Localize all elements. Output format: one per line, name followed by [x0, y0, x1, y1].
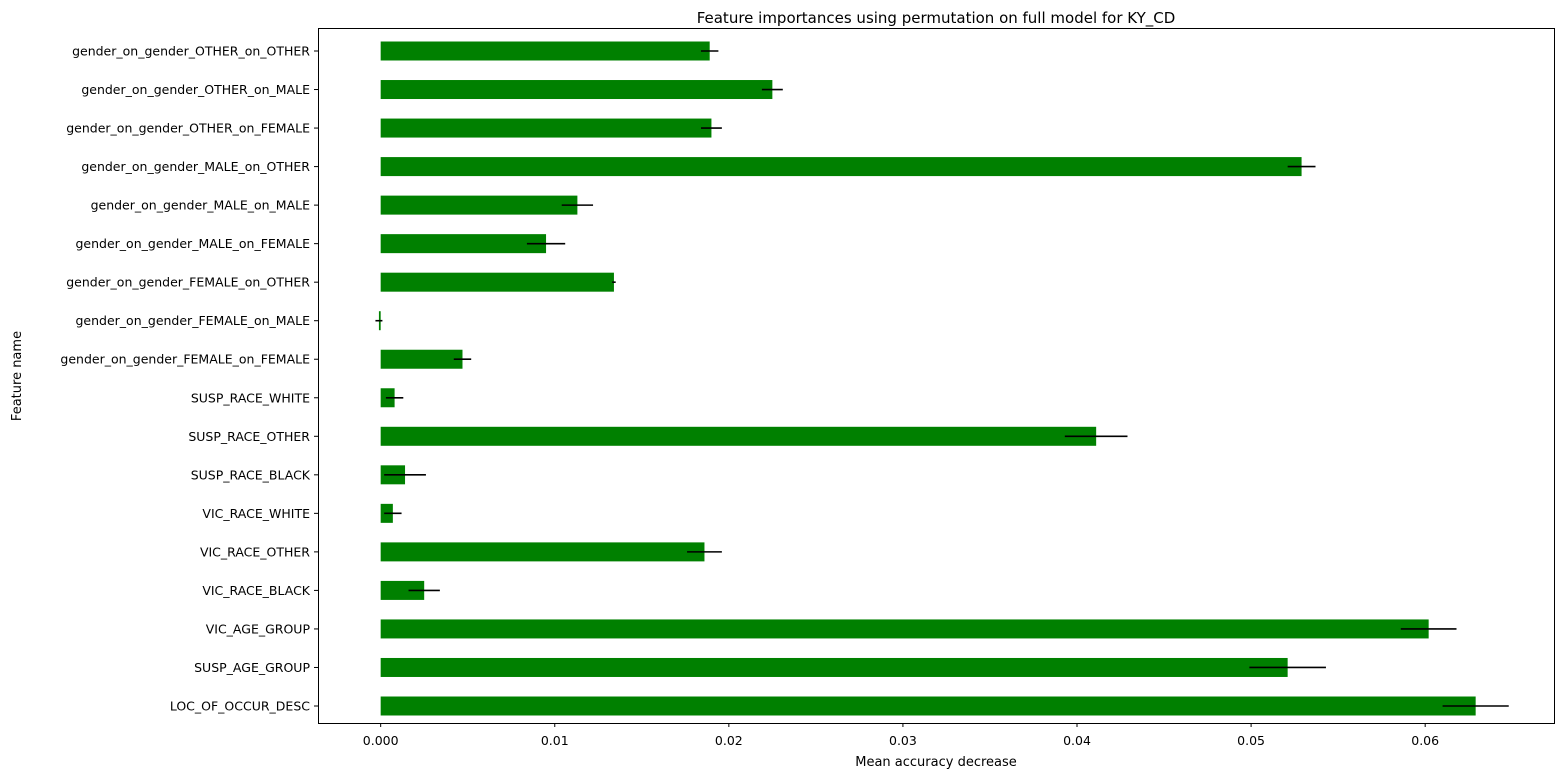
y-axis-title: Feature name	[10, 331, 25, 421]
y-tick-label: gender_on_gender_FEMALE_on_MALE	[76, 313, 311, 328]
y-tick-label: gender_on_gender_MALE_on_OTHER	[81, 159, 310, 174]
x-tick-label: 0.04	[1063, 733, 1091, 748]
bar	[380, 657, 1288, 677]
y-tick-label: VIC_RACE_BLACK	[202, 583, 310, 598]
y-tick-label: gender_on_gender_OTHER_on_FEMALE	[66, 121, 310, 136]
y-tick-label: VIC_RACE_OTHER	[200, 544, 310, 559]
y-tick-label: SUSP_AGE_GROUP	[194, 660, 310, 675]
x-tick-label: 0.000	[363, 733, 399, 748]
bar	[380, 272, 614, 292]
y-tick-label: SUSP_RACE_WHITE	[191, 390, 310, 405]
x-tick-label: 0.02	[715, 733, 743, 748]
bar	[380, 696, 1476, 716]
y-tick-label: VIC_AGE_GROUP	[206, 621, 311, 636]
y-tick-label: gender_on_gender_OTHER_on_MALE	[81, 82, 310, 97]
x-tick-label: 0.01	[541, 733, 569, 748]
y-axis: LOC_OF_OCCUR_DESC SUSP_AGE_GROUP VIC_AGE_G…	[60, 44, 318, 714]
x-axis: 0.000 0.01 0.02 0.03 0.04 0.05 0.06	[363, 723, 1439, 748]
y-tick-label: gender_on_gender_OTHER_on_OTHER	[72, 44, 310, 59]
x-tick-label: 0.05	[1237, 733, 1265, 748]
x-tick-label: 0.03	[889, 733, 917, 748]
plot-frame	[318, 28, 1555, 724]
bar	[380, 580, 425, 600]
bar	[380, 619, 1429, 639]
x-axis-title: Mean accuracy decrease	[855, 755, 1017, 770]
y-tick-label: gender_on_gender_MALE_on_MALE	[91, 198, 311, 213]
y-tick-label: gender_on_gender_MALE_on_FEMALE	[76, 236, 311, 251]
bars-layer	[378, 41, 1476, 716]
chart-title: Feature importances using permutation on…	[697, 9, 1176, 28]
y-tick-label: SUSP_RACE_OTHER	[188, 429, 310, 444]
y-tick-label: gender_on_gender_FEMALE_on_OTHER	[66, 275, 310, 290]
y-tick-label: SUSP_RACE_BLACK	[191, 467, 311, 482]
x-tick-label: 0.06	[1411, 733, 1439, 748]
y-tick-label: LOC_OF_OCCUR_DESC	[170, 699, 310, 714]
error-bars-layer	[375, 50, 1509, 707]
y-tick-label: gender_on_gender_FEMALE_on_FEMALE	[60, 352, 310, 367]
bar	[380, 195, 578, 215]
bar	[380, 349, 463, 369]
bar	[380, 157, 1302, 177]
bar	[380, 80, 773, 100]
bar	[380, 118, 712, 138]
bar	[380, 41, 710, 61]
y-tick-label: VIC_RACE_WHITE	[202, 506, 310, 521]
bar	[380, 234, 547, 254]
bar	[380, 426, 1097, 446]
bar	[380, 542, 705, 562]
